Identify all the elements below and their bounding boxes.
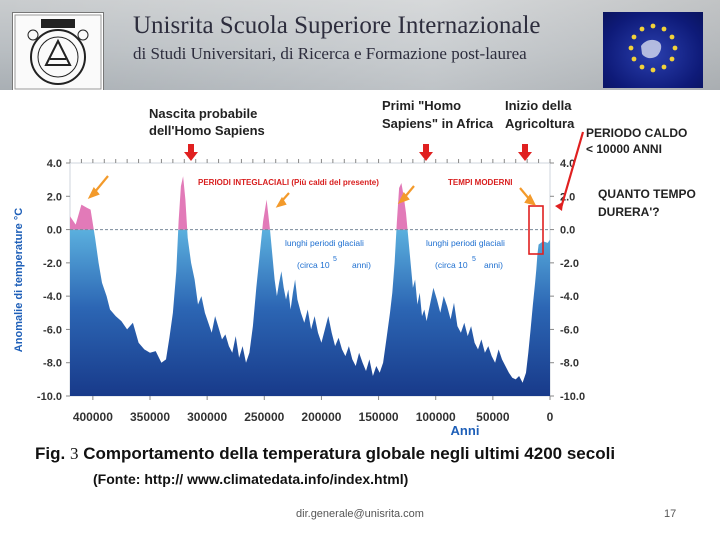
y-tick-label-right: -2.0 — [560, 258, 579, 270]
x-tick-label: 300000 — [187, 410, 227, 424]
figure-source: (Fonte: http:// www.climatedata.info/ind… — [93, 471, 409, 487]
orange-arrowhead-icon — [87, 186, 100, 200]
x-tick-label: 400000 — [73, 410, 113, 424]
glaciali-right-line3: anni) — [484, 260, 503, 270]
y-axis-left: 4.0 2.0 0.0 -2.0 -4.0 -6.0 -8.0 -10.0 — [37, 158, 70, 403]
y-tick-label-left: -6.0 — [43, 324, 62, 336]
x-tick-label: 250000 — [244, 410, 284, 424]
arrow-down-icon — [419, 144, 433, 161]
y-axis-title: Anomalie di temperature °C — [13, 208, 25, 352]
figure-caption-text: Comportamento della temperatura globale … — [83, 444, 616, 463]
primi-label-line2: Sapiens" in Africa — [382, 116, 494, 131]
y-tick-label-left: -10.0 — [37, 391, 62, 403]
y-tick-label-left: -8.0 — [43, 358, 62, 370]
cold-periods-area — [70, 229, 550, 396]
y-tick-label-left: -2.0 — [43, 258, 62, 270]
slide-header: Unisrita Scuola Superiore Internazionale… — [0, 0, 720, 90]
y-tick-label-right: 0.0 — [560, 225, 575, 237]
periodi-interglaciali-label: PERIODI INTEGLACIALI (Più caldi del pres… — [198, 178, 379, 187]
x-axis-title: Anni — [451, 423, 480, 438]
glaciali-right-exponent: 5 — [472, 256, 476, 263]
page-number: 17 — [664, 508, 677, 520]
x-tick-label: 150000 — [359, 410, 399, 424]
quanto-tempo-line2: DURERA'? — [598, 205, 660, 219]
temperature-chart: 4.0 2.0 0.0 -2.0 -4.0 -6.0 -8.0 -10.0 4.0 2.0 0.0… — [13, 98, 696, 438]
modern-period-highlight-box — [528, 205, 544, 255]
arrow-down-icon — [518, 144, 532, 161]
orange-arrowhead-icon — [275, 196, 287, 208]
x-tick-label: 350000 — [130, 410, 170, 424]
red-arrow-icons — [184, 144, 532, 161]
x-tick-label: 0 — [547, 410, 554, 424]
glaciali-right-line2: (circa 10 — [435, 260, 468, 270]
glaciali-left-line2: (circa 10 — [297, 260, 330, 270]
y-tick-label-right: -10.0 — [560, 391, 585, 403]
header-fresco-background — [0, 0, 720, 90]
x-axis: 400000 350000 300000 250000 200000 150000 1000… — [73, 396, 554, 424]
inizio-label-line2: Agricoltura — [505, 116, 575, 131]
y-tick-label-right: -8.0 — [560, 358, 579, 370]
x-tick-label: 200000 — [301, 410, 341, 424]
university-crest-icon — [12, 12, 104, 90]
y-tick-label-right: 4.0 — [560, 158, 575, 170]
y-tick-label-left: 0.0 — [47, 225, 62, 237]
nascita-label-line1: Nascita probabile — [149, 106, 257, 121]
eu-flag-icon — [603, 12, 703, 88]
y-tick-label-left: -4.0 — [43, 291, 62, 303]
figure-caption: Fig. 3 Comportamento della temperatura g… — [35, 444, 615, 464]
periodo-caldo-line2: < 10000 ANNI — [586, 142, 662, 156]
glaciali-right-line1: lunghi periodi glaciali — [426, 238, 505, 248]
nascita-label-line2: dell'Homo Sapiens — [149, 123, 265, 138]
y-tick-label-left: 4.0 — [47, 158, 62, 170]
y-tick-label-right: -4.0 — [560, 291, 579, 303]
glaciali-left-exponent: 5 — [333, 256, 337, 263]
glaciali-left-line1: lunghi periodi glaciali — [285, 238, 364, 248]
x-tick-label: 50000 — [476, 410, 510, 424]
arrow-down-icon — [184, 144, 198, 161]
x-tick-label: 100000 — [416, 410, 456, 424]
orange-arrow-icons — [87, 175, 537, 208]
y-axis-right: 4.02.00.0-2.0-4.0-6.0-8.0-10.0 — [550, 158, 585, 403]
inizio-label-line1: Inizio della — [505, 98, 572, 113]
periodo-caldo-line1: PERIODO CALDO — [586, 126, 687, 140]
institution-subtitle: di Studi Universitari, di Ricerca e Form… — [133, 44, 527, 63]
orange-arrowhead-icon — [524, 193, 537, 206]
orange-arrowhead-icon — [397, 191, 410, 205]
tempi-moderni-label: TEMPI MODERNI — [448, 178, 512, 187]
institution-title: Unisrita Scuola Superiore Internazionale — [133, 12, 541, 39]
quanto-tempo-line1: QUANTO TEMPO — [598, 187, 696, 201]
top-tick-marks — [69, 159, 551, 163]
glaciali-left-line3: anni) — [352, 260, 371, 270]
arrow-to-box-icon — [559, 131, 585, 209]
arrowhead-icon — [555, 202, 563, 211]
figure-label: Fig. — [35, 444, 66, 463]
footer-email: dir.generale@unisrita.com — [296, 508, 424, 520]
y-tick-label-right: -6.0 — [560, 324, 579, 336]
primi-label-line1: Primi "Homo — [382, 98, 461, 113]
figure-number: 3 — [69, 444, 79, 463]
y-tick-label-left: 2.0 — [47, 191, 62, 203]
